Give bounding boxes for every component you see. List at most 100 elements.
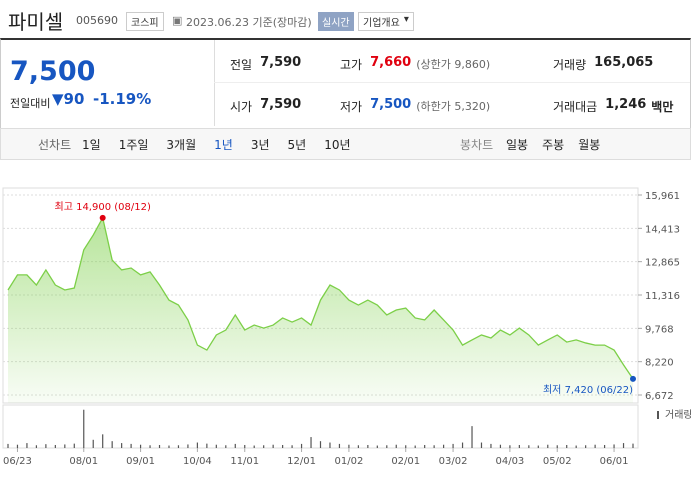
candle-tab[interactable]: 일봉: [506, 138, 529, 152]
volume-bar: [632, 443, 634, 448]
volume-bar: [480, 442, 483, 448]
x-tick-label: 09/01: [126, 456, 155, 467]
volume-bar: [556, 445, 558, 448]
volume-bar: [177, 445, 180, 448]
volume-bar: [215, 444, 217, 448]
stat-value: 1,246: [605, 97, 647, 112]
volume-bar: [357, 445, 359, 448]
volume-bar: [187, 444, 189, 448]
down-arrow: ▼: [52, 90, 64, 108]
volume-bar: [225, 445, 227, 448]
tab-group-label: 봉차트: [460, 138, 494, 152]
volume-bar: [613, 444, 615, 448]
candle-tab[interactable]: 주봉: [542, 138, 565, 152]
candle-tab[interactable]: 월봉: [578, 138, 601, 152]
volume-bar: [443, 444, 445, 448]
volume-bar: [509, 445, 511, 448]
x-tick-label: 08/01: [69, 456, 98, 467]
volume-bar: [272, 444, 274, 448]
volume-bar: [253, 445, 255, 448]
volume-bar: [282, 444, 284, 448]
volume-bar: [471, 426, 473, 448]
divider: [214, 40, 215, 126]
volume-legend-swatch: [657, 411, 659, 419]
volume-bar: [291, 445, 293, 448]
volume-bar: [263, 445, 265, 448]
high-marker: [99, 214, 106, 221]
realtime-button[interactable]: 실시간: [318, 12, 354, 31]
period-tab[interactable]: 1주일: [118, 138, 149, 152]
stat-value: 7,590: [260, 97, 302, 112]
volume-bar: [433, 445, 435, 448]
period-tab[interactable]: 3개월: [166, 138, 197, 152]
x-tick-label: 03/02: [439, 456, 468, 467]
stat-value: 165,065: [594, 55, 654, 70]
x-tick-label: 06/23: [3, 456, 32, 467]
high-label: 최고 14,900 (08/12): [55, 201, 151, 213]
volume-bar: [300, 443, 303, 448]
volume-bar: [64, 444, 66, 448]
volume-bar: [149, 445, 151, 448]
volume-bar: [528, 445, 530, 448]
volume-bar: [158, 444, 161, 448]
tab-bar: [0, 128, 691, 160]
volume-bar: [244, 444, 246, 448]
volume-bar: [121, 443, 123, 448]
volume-bar: [83, 409, 85, 448]
stock-code: 005690: [76, 14, 118, 27]
volume-bar: [16, 444, 19, 448]
price-line: [7, 216, 634, 380]
x-tick-label: 01/02: [334, 456, 363, 467]
x-tick-label: 12/01: [287, 456, 316, 467]
stat-label: 거래량: [553, 58, 587, 72]
stat-value: 7,590: [260, 55, 302, 70]
stock-name: 파미셀: [8, 10, 64, 34]
volume-bar: [424, 444, 426, 448]
volume-bar: [206, 443, 208, 448]
x-tick-label: 02/01: [391, 456, 420, 467]
stat-value: 7,660: [370, 55, 412, 70]
volume-bar: [499, 444, 502, 448]
chart: 6,672 8,220 9,768 11,316 12,865 14,413 15,961 최…: [2, 187, 691, 467]
quote-box: [0, 38, 691, 129]
x-tick-label: 06/01: [600, 456, 629, 467]
volume-bar: [490, 443, 492, 448]
y-tick-label: 12,865: [645, 258, 680, 269]
volume-legend: 거래량: [665, 409, 691, 421]
price-area: [8, 217, 633, 403]
stat-label: 저가: [340, 100, 363, 114]
y-tick-label: 6,672: [645, 391, 674, 402]
volume-bar: [73, 443, 75, 448]
volume-bar: [130, 443, 132, 448]
dropdown-arrow: ▾: [403, 14, 409, 25]
date-icon: ▣: [172, 14, 183, 27]
market-badge: 코스피: [126, 12, 164, 31]
volume-bar: [234, 443, 236, 448]
y-tick-label: 9,768: [645, 324, 674, 335]
volume-bar: [329, 442, 331, 448]
volume-bar: [45, 444, 47, 448]
volume-bar: [102, 434, 104, 448]
change-value: 90: [63, 90, 85, 108]
stat-value: 7,500: [370, 97, 412, 112]
volume-bar: [376, 445, 378, 448]
overview-dropdown[interactable]: 기업개요 ▾: [358, 12, 414, 31]
volume-bar: [7, 443, 9, 448]
period-tab[interactable]: 10년: [324, 138, 351, 152]
volume-bar: [452, 443, 454, 448]
volume-bar: [111, 441, 113, 448]
volume-bar: [603, 444, 606, 448]
stat-label: 고가: [340, 58, 363, 72]
volume-bar: [405, 445, 407, 448]
period-tab[interactable]: 3년: [250, 138, 270, 152]
low-label: 최저 7,420 (06/22): [543, 384, 633, 396]
period-tab[interactable]: 5년: [287, 138, 307, 152]
volume-bar: [196, 442, 198, 448]
overview-label: 기업개요: [363, 18, 400, 29]
period-tab[interactable]: 1년: [214, 138, 233, 152]
period-tab[interactable]: 1일: [82, 138, 101, 152]
stat-label: 시가: [230, 100, 253, 114]
volume-bar: [395, 444, 397, 448]
